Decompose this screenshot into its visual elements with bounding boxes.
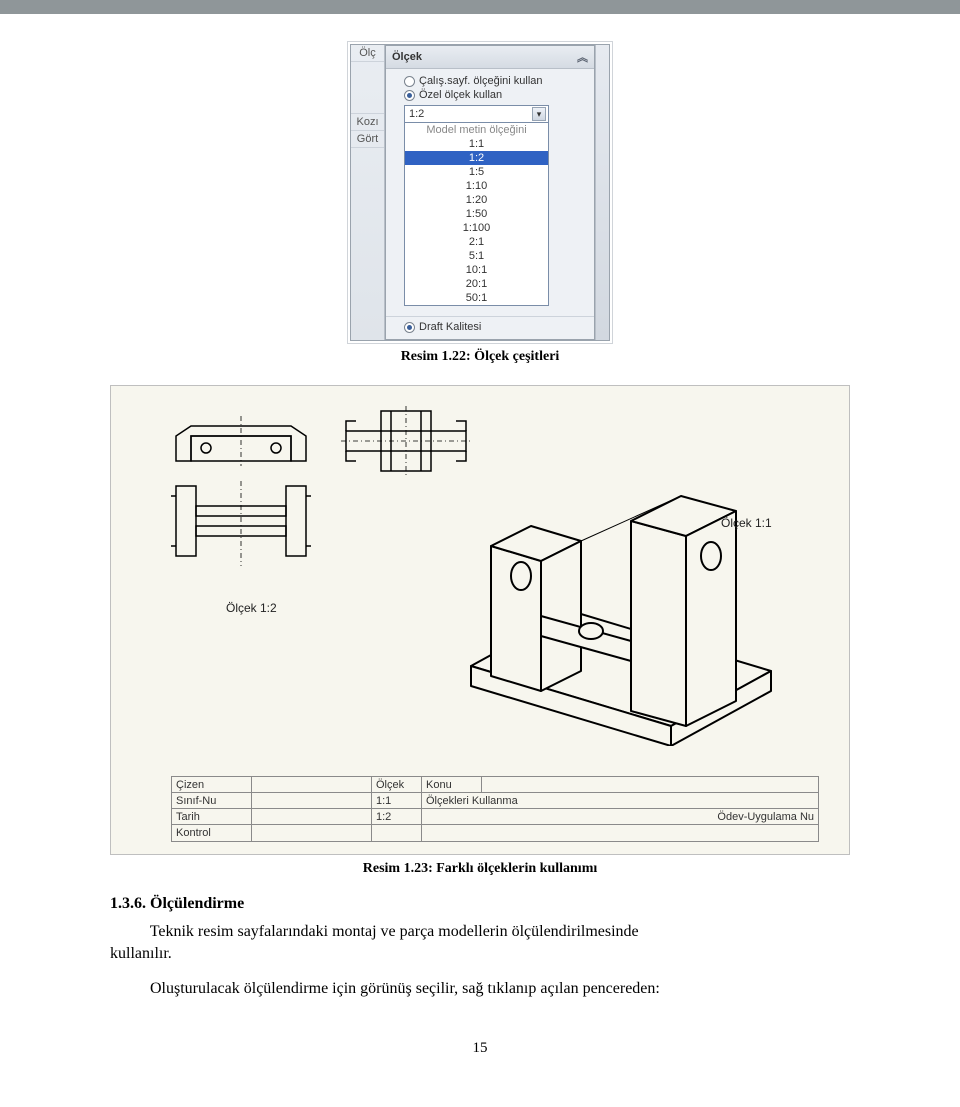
scale-option[interactable]: 50:1 (405, 291, 548, 305)
combo-value: 1:2 (409, 108, 424, 120)
scrollbar[interactable] (595, 45, 609, 340)
scale-option[interactable]: 10:1 (405, 263, 548, 277)
tb-empty (252, 793, 372, 808)
radio-label: Çalış.sayf. ölçeğini kullan (419, 75, 543, 87)
panel-header[interactable]: Ölçek ︽ (386, 46, 594, 69)
technical-drawing: Ölçek 1:2 (110, 385, 850, 855)
scale-option[interactable]: 5:1 (405, 249, 548, 263)
gutter-label: Ölç (351, 45, 384, 62)
tb-label: Kontrol (172, 825, 252, 841)
scale-dropdown-list[interactable]: Model metin ölçeğini 1:1 1:2 1:5 1:10 1:… (404, 122, 549, 306)
radio-icon (404, 322, 415, 333)
view-isometric (431, 426, 811, 746)
tb-empty (422, 825, 818, 841)
tb-value: 1:1 (372, 793, 422, 808)
tb-value: Ödev-Uygulama Nu (422, 809, 818, 824)
tb-label: Çizen (172, 777, 252, 792)
panel-title: Ölçek (392, 51, 422, 63)
chevron-down-icon[interactable]: ▾ (532, 107, 546, 121)
scale-option[interactable]: 20:1 (405, 277, 548, 291)
header-bar (0, 0, 960, 14)
scale-option[interactable]: 1:20 (405, 193, 548, 207)
tb-empty (482, 777, 818, 792)
tb-value: Ölçekleri Kullanma (422, 793, 818, 808)
tb-value: 1:2 (372, 809, 422, 824)
paragraph-text: Teknik resim sayfalarındaki montaj ve pa… (150, 923, 639, 940)
panel-left-gutter: Ölç Kozı Gört (351, 45, 385, 340)
radio-worksheet-scale[interactable]: Çalış.sayf. ölçeğini kullan (404, 75, 588, 87)
figure-caption: Resim 1.22: Ölçek çeşitleri (110, 349, 850, 365)
title-block: Çizen Ölçek Konu Sınıf-Nu 1:1 Ölçekleri … (171, 776, 819, 842)
tb-label: Sınıf-Nu (172, 793, 252, 808)
radio-draft-quality[interactable]: Draft Kalitesi (386, 316, 594, 339)
tb-empty (252, 825, 372, 841)
dropdown-header: Model metin ölçeğini (405, 123, 548, 137)
scale-option[interactable]: 1:2 (405, 151, 548, 165)
scale-panel-screenshot: Ölç Kozı Gört Ölçek ︽ Çal (350, 44, 610, 341)
scale-option[interactable]: 1:1 (405, 137, 548, 151)
scale-option[interactable]: 1:10 (405, 179, 548, 193)
section-heading: 1.3.6. Ölçülendirme (110, 895, 850, 913)
tb-empty (252, 809, 372, 824)
tb-label: Konu (422, 777, 482, 792)
scale-option[interactable]: 1:50 (405, 207, 548, 221)
scale-option[interactable]: 2:1 (405, 235, 548, 249)
tb-empty (252, 777, 372, 792)
paragraph-text: kullanılır. (110, 945, 172, 962)
scale-option[interactable]: 1:5 (405, 165, 548, 179)
radio-icon (404, 90, 415, 101)
collapse-icon[interactable]: ︽ (577, 49, 588, 65)
radio-label: Draft Kalitesi (419, 321, 481, 333)
gutter-label: Gört (351, 131, 384, 148)
view-front-small (171, 406, 331, 586)
scale-label-small: Ölçek 1:2 (226, 601, 277, 615)
page-number: 15 (110, 1040, 850, 1057)
figure-caption: Resim 1.23: Farklı ölçeklerin kullanımı (110, 861, 850, 877)
radio-custom-scale[interactable]: Özel ölçek kullan (404, 89, 588, 101)
scale-label-big: Ölçek 1:1 (721, 516, 772, 530)
page-content: Ölç Kozı Gört Ölçek ︽ Çal (0, 14, 960, 1097)
radio-icon (404, 76, 415, 87)
radio-label: Özel ölçek kullan (419, 89, 502, 101)
gutter-label: Kozı (351, 114, 384, 131)
tb-label: Ölçek (372, 777, 422, 792)
scale-combo[interactable]: 1:2 ▾ (404, 105, 549, 123)
tb-label: Tarih (172, 809, 252, 824)
scale-option[interactable]: 1:100 (405, 221, 548, 235)
paragraph-text: Oluşturulacak ölçülendirme için görünüş … (150, 980, 660, 997)
tb-empty (372, 825, 422, 841)
gutter-spacer (351, 62, 384, 114)
